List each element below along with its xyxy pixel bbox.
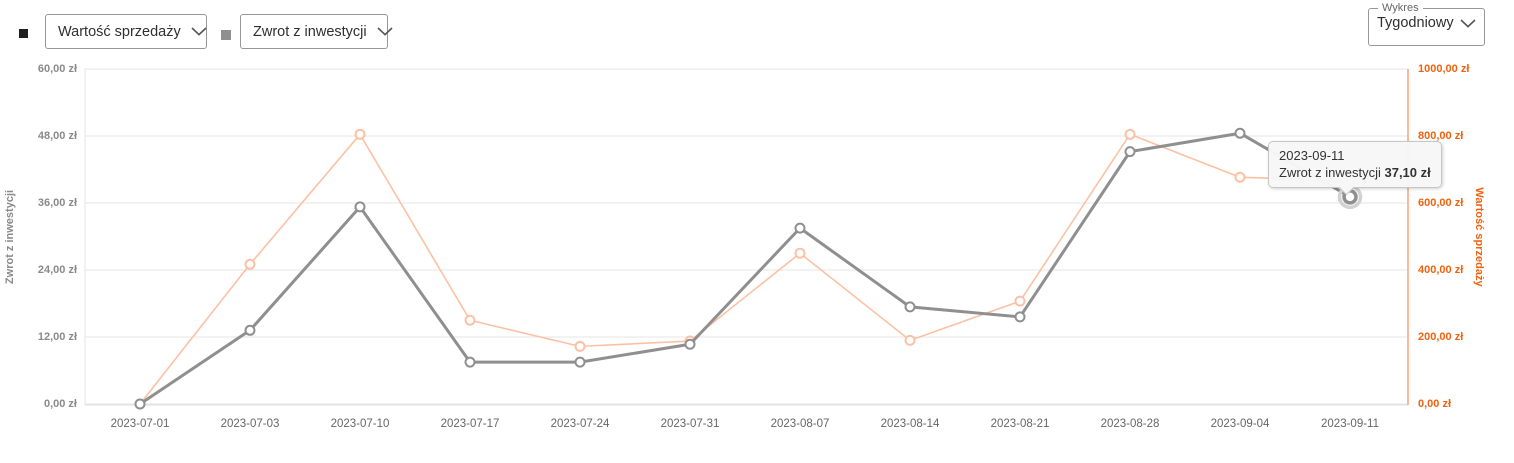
x-axis-tick-label: 2023-08-28: [1100, 418, 1160, 430]
series-line-wartosc: [139, 133, 1351, 405]
data-point-marker[interactable]: [354, 201, 366, 213]
series-1-marker-icon: [19, 29, 28, 38]
chevron-down-icon: [377, 27, 393, 36]
data-point-marker[interactable]: [134, 398, 146, 410]
chart-tooltip: 2023-09-11 Zwrot z inwestycji 37,10 zł: [1268, 141, 1442, 188]
x-axis-tick-label: 2023-08-14: [880, 418, 940, 430]
data-point-marker[interactable]: [684, 338, 696, 350]
tooltip-value-line: Zwrot z inwestycji 37,10 zł: [1279, 164, 1431, 181]
right-axis-tick-label: 1000,00 zł: [1418, 62, 1470, 75]
right-axis-tick-label: 200,00 zł: [1418, 330, 1464, 343]
chart-type-select-value: Tygodniowy: [1377, 15, 1454, 31]
series-1-select[interactable]: Wartość sprzedaży: [45, 14, 207, 49]
tooltip-series-label: Zwrot z inwestycji: [1279, 165, 1381, 180]
data-point-marker[interactable]: [1124, 128, 1136, 140]
data-point-marker[interactable]: [244, 324, 256, 336]
data-point-marker[interactable]: [1234, 171, 1246, 183]
data-point-marker[interactable]: [904, 301, 916, 313]
chart-type-fieldset: Wykres Tygodniowy: [1368, 2, 1485, 46]
data-point-marker[interactable]: [904, 334, 916, 346]
tooltip-value: 37,10 zł: [1384, 165, 1431, 180]
x-axis-tick-label: 2023-09-04: [1210, 418, 1270, 430]
x-axis-tick-label: 2023-07-01: [110, 418, 170, 430]
chart-type-select[interactable]: Tygodniowy: [1377, 15, 1476, 31]
left-axis-tick-label: 60,00 zł: [37, 62, 77, 75]
right-axis-tick-label: 800,00 zł: [1418, 129, 1464, 142]
data-point-marker[interactable]: [1124, 146, 1136, 158]
x-axis-tick-label: 2023-08-07: [770, 418, 830, 430]
tooltip-date: 2023-09-11: [1279, 148, 1345, 163]
series-1-select-value: Wartość sprzedaży: [58, 23, 181, 40]
x-axis-tick-label: 2023-07-10: [330, 418, 390, 430]
right-axis-tick-label: 400,00 zł: [1418, 263, 1464, 276]
data-point-marker[interactable]: [1234, 127, 1246, 139]
data-point-marker[interactable]: [1014, 295, 1026, 307]
x-axis-tick-label: 2023-07-17: [440, 418, 500, 430]
x-axis-tick-label: 2023-07-03: [220, 418, 280, 430]
left-axis-tick-label: 12,00 zł: [37, 330, 77, 343]
x-axis-tick-label: 2023-08-21: [990, 418, 1050, 430]
chevron-down-icon: [1460, 18, 1476, 28]
x-axis-tick-label: 2023-07-31: [660, 418, 720, 430]
data-point-marker[interactable]: [574, 356, 586, 368]
left-axis-tick-label: 24,00 zł: [37, 263, 77, 276]
right-axis-tick-label: 0,00 zł: [1418, 397, 1452, 410]
data-point-marker[interactable]: [464, 356, 476, 368]
data-point-marker[interactable]: [794, 222, 806, 234]
data-point-marker[interactable]: [1014, 311, 1026, 323]
data-point-marker[interactable]: [464, 314, 476, 326]
data-point-marker[interactable]: [794, 247, 806, 259]
right-axis-tick-label: 600,00 zł: [1418, 196, 1464, 209]
chart-type-group-label: Wykres: [1382, 2, 1419, 14]
left-axis-tick-label: 36,00 zł: [37, 196, 77, 209]
x-axis-tick-label: 2023-09-11: [1321, 418, 1379, 430]
x-axis-tick-label: 2023-07-24: [550, 418, 610, 430]
data-point-marker[interactable]: [354, 128, 366, 140]
series-2-select[interactable]: Zwrot z inwestycji: [240, 14, 393, 49]
left-axis-tick-label: 48,00 zł: [37, 129, 77, 142]
data-point-marker[interactable]: [244, 258, 256, 270]
series-line-zwrot: [139, 131, 1351, 406]
series-2-select-value: Zwrot z inwestycji: [253, 23, 367, 40]
left-axis-tick-label: 0,00 zł: [43, 397, 77, 410]
chevron-down-icon: [191, 27, 207, 36]
data-point-marker[interactable]: [574, 340, 586, 352]
series-2-marker-icon: [221, 30, 231, 40]
